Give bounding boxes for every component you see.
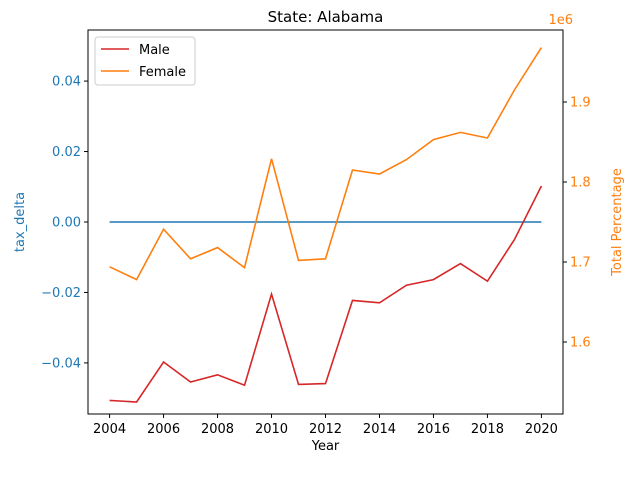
x-axis: 2004 2006 2008 2010 2012 2014 2016 2018 2020 [93, 414, 558, 437]
legend-label-male: Male [139, 43, 170, 58]
y-axis-left: −0.04 −0.02 0.00 0.02 0.04 [41, 75, 88, 371]
y-axis-left-label: tax_delta [13, 192, 28, 252]
x-tick-label: 2018 [471, 422, 504, 437]
y-left-tick-label: −0.04 [41, 356, 81, 371]
x-tick-label: 2008 [201, 422, 234, 437]
y-right-tick-label: 1.9 [570, 96, 591, 111]
y-right-tick-label: 1.6 [570, 336, 591, 351]
x-tick-label: 2012 [309, 422, 342, 437]
x-tick-label: 2010 [255, 422, 288, 437]
y-left-tick-label: −0.02 [41, 286, 81, 301]
y-axis-right: 1.6 1.7 1.8 1.9 [563, 96, 591, 351]
chart-title: State: Alabama [268, 8, 384, 26]
series-line-male [109, 185, 543, 403]
y-axis-right-offset-label: 1e6 [548, 13, 573, 28]
legend: Male Female [94, 36, 196, 86]
x-tick-label: 2020 [525, 422, 558, 437]
x-tick-label: 2004 [93, 422, 126, 437]
legend-label-female: Female [139, 65, 186, 80]
y-left-tick-label: 0.00 [52, 216, 81, 231]
x-tick-label: 2006 [147, 422, 180, 437]
y-right-tick-label: 1.7 [570, 256, 591, 271]
y-right-tick-label: 1.8 [570, 176, 591, 191]
y-left-tick-label: 0.02 [52, 145, 81, 160]
y-left-tick-label: 0.04 [52, 75, 81, 90]
y-axis-right-label: Total Percentage [610, 168, 625, 277]
x-axis-label: Year [311, 439, 340, 454]
x-tick-label: 2014 [363, 422, 396, 437]
x-tick-label: 2016 [417, 422, 450, 437]
series-line-female [109, 47, 543, 281]
series-layer [109, 47, 543, 403]
